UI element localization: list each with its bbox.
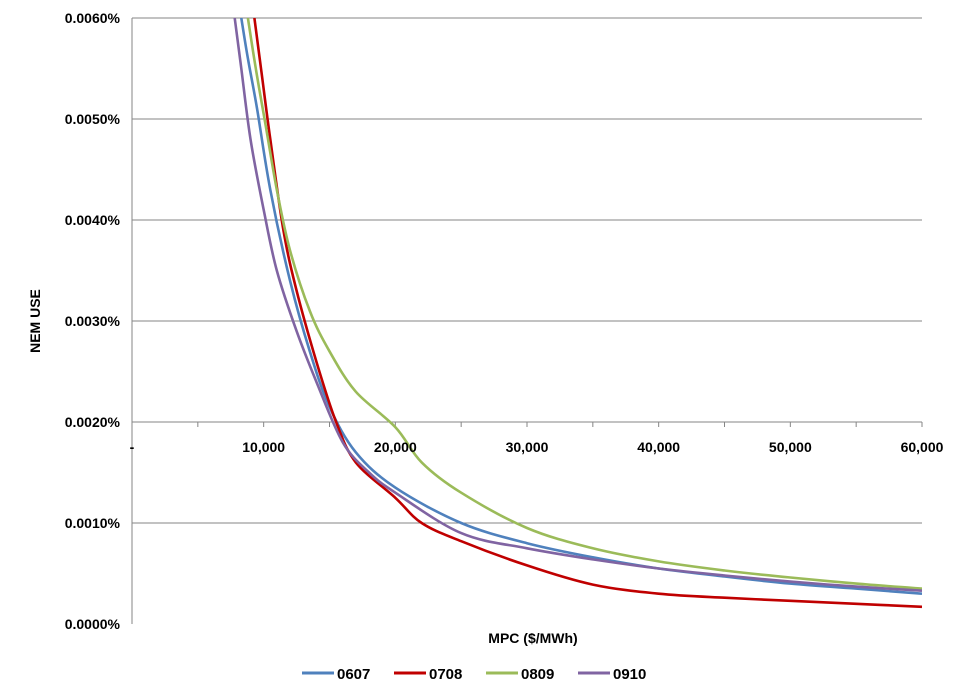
series-line-0607 — [240, 18, 922, 595]
legend-label-0910: 0910 — [613, 666, 646, 683]
y-axis-title: NEM USE — [27, 289, 43, 353]
x-tick-label: 20,000 — [374, 439, 417, 455]
x-tick-label: - — [130, 439, 135, 455]
x-tick-label: 50,000 — [769, 439, 812, 455]
y-tick-label: 0.0010% — [65, 515, 121, 531]
y-tick-label: 0.0020% — [65, 414, 121, 430]
y-tick-label: 0.0000% — [65, 616, 121, 632]
series-line-0910 — [233, 18, 922, 592]
y-tick-label: 0.0050% — [65, 111, 121, 127]
x-axis-title: MPC ($/MWh) — [488, 630, 577, 646]
x-axis-ticks — [131, 422, 923, 427]
legend: 0607 0708 0809 0910 — [302, 666, 646, 683]
series-line-0708 — [253, 18, 922, 609]
plot-series — [233, 18, 922, 609]
y-tick-label: 0.0040% — [65, 212, 121, 228]
y-tick-label: 0.0060% — [65, 10, 121, 26]
x-tick-label: 40,000 — [637, 439, 680, 455]
x-tick-labels: - 10,000 20,000 30,000 40,000 50,000 60,000 — [130, 439, 944, 455]
y-tick-label: 0.0030% — [65, 313, 121, 329]
y-tick-labels: 0.0000% 0.0010% 0.0020% 0.0030% 0.0040% 0.005… — [65, 10, 121, 632]
legend-label-0607: 0607 — [337, 666, 370, 683]
legend-label-0809: 0809 — [521, 666, 554, 683]
x-tick-label: 30,000 — [506, 439, 549, 455]
series-line-0809 — [246, 18, 922, 590]
x-tick-label: 60,000 — [901, 439, 944, 455]
x-tick-label: 10,000 — [242, 439, 285, 455]
legend-label-0708: 0708 — [429, 666, 462, 683]
